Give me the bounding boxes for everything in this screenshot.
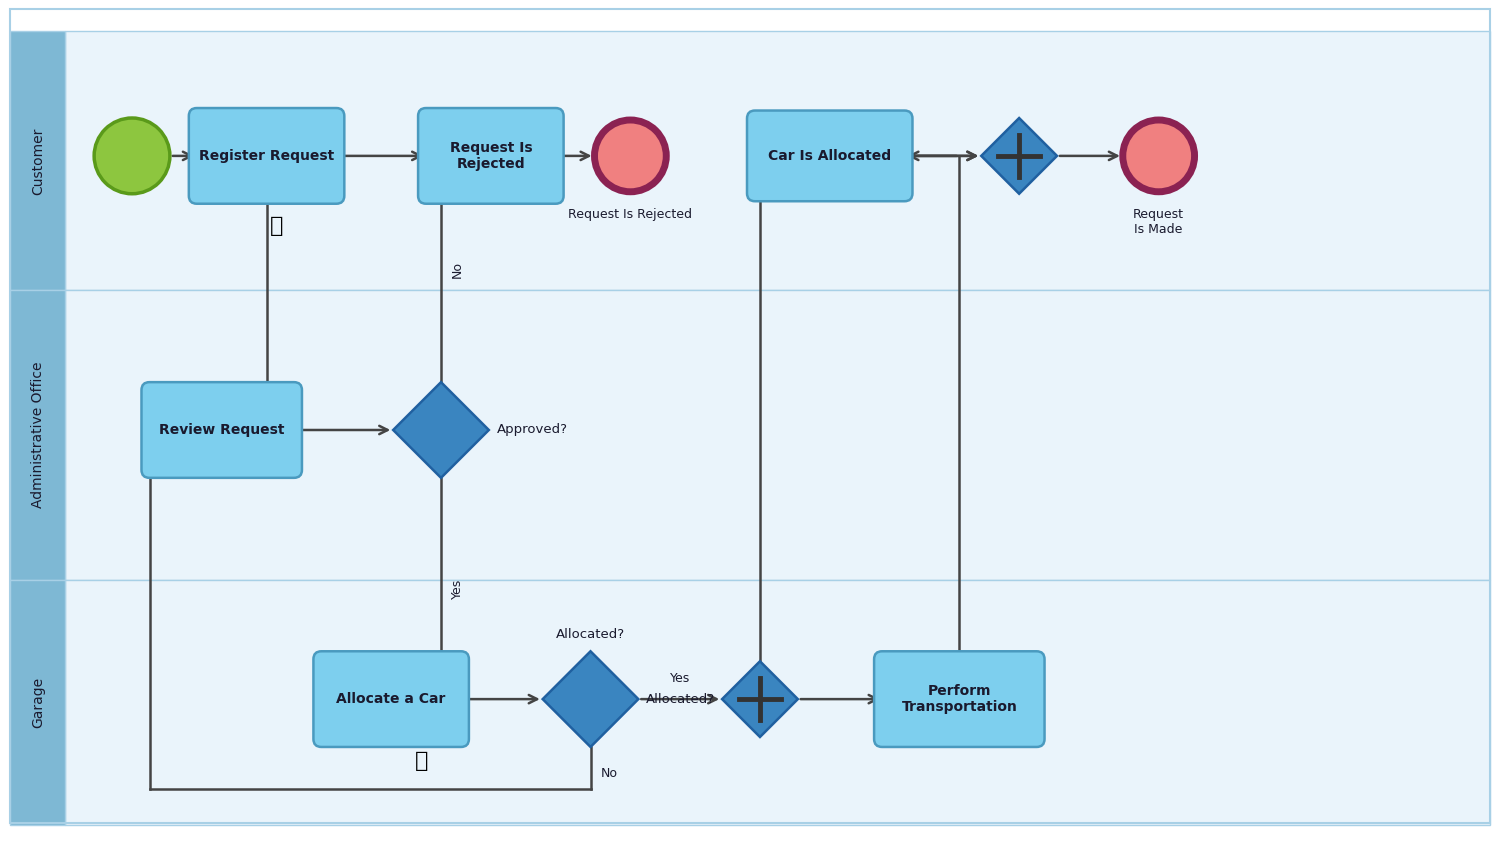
Text: Car Is Allocated: Car Is Allocated <box>768 149 891 163</box>
Text: Request
Is Made: Request Is Made <box>1132 208 1184 235</box>
FancyBboxPatch shape <box>64 290 1490 580</box>
FancyBboxPatch shape <box>874 651 1044 747</box>
FancyBboxPatch shape <box>141 382 302 478</box>
Text: Garage: Garage <box>32 676 45 728</box>
Circle shape <box>594 120 666 192</box>
FancyBboxPatch shape <box>64 32 1490 290</box>
Polygon shape <box>981 118 1058 193</box>
Text: Register Request: Register Request <box>200 149 334 163</box>
Text: Request Is Rejected: Request Is Rejected <box>568 208 693 221</box>
FancyBboxPatch shape <box>747 110 912 201</box>
Text: Allocate a Car: Allocate a Car <box>336 693 446 706</box>
Circle shape <box>606 131 656 181</box>
Circle shape <box>1124 120 1194 192</box>
Polygon shape <box>543 651 639 747</box>
FancyBboxPatch shape <box>314 651 470 747</box>
FancyBboxPatch shape <box>419 108 564 204</box>
Text: 🏃: 🏃 <box>414 751 428 771</box>
Polygon shape <box>393 382 489 478</box>
Text: Review Request: Review Request <box>159 423 285 437</box>
Text: Perform
Transportation: Perform Transportation <box>902 684 1017 714</box>
FancyBboxPatch shape <box>10 32 64 290</box>
Text: Customer: Customer <box>32 128 45 194</box>
Text: 📋: 📋 <box>270 216 284 235</box>
FancyBboxPatch shape <box>10 290 64 580</box>
Circle shape <box>1134 131 1184 181</box>
Text: Yes: Yes <box>452 579 464 598</box>
Text: Allocated?: Allocated? <box>556 628 626 641</box>
FancyBboxPatch shape <box>64 580 1490 824</box>
Text: Allocated?: Allocated? <box>646 693 716 705</box>
Text: Yes: Yes <box>670 672 690 685</box>
FancyBboxPatch shape <box>189 108 345 204</box>
FancyBboxPatch shape <box>10 580 64 824</box>
Text: Request Is
Rejected: Request Is Rejected <box>450 140 532 171</box>
Polygon shape <box>722 661 798 737</box>
Text: No: No <box>452 260 464 277</box>
Circle shape <box>94 118 170 193</box>
Text: No: No <box>600 767 618 780</box>
Text: Administrative Office: Administrative Office <box>32 362 45 508</box>
Text: Approved?: Approved? <box>496 424 568 437</box>
